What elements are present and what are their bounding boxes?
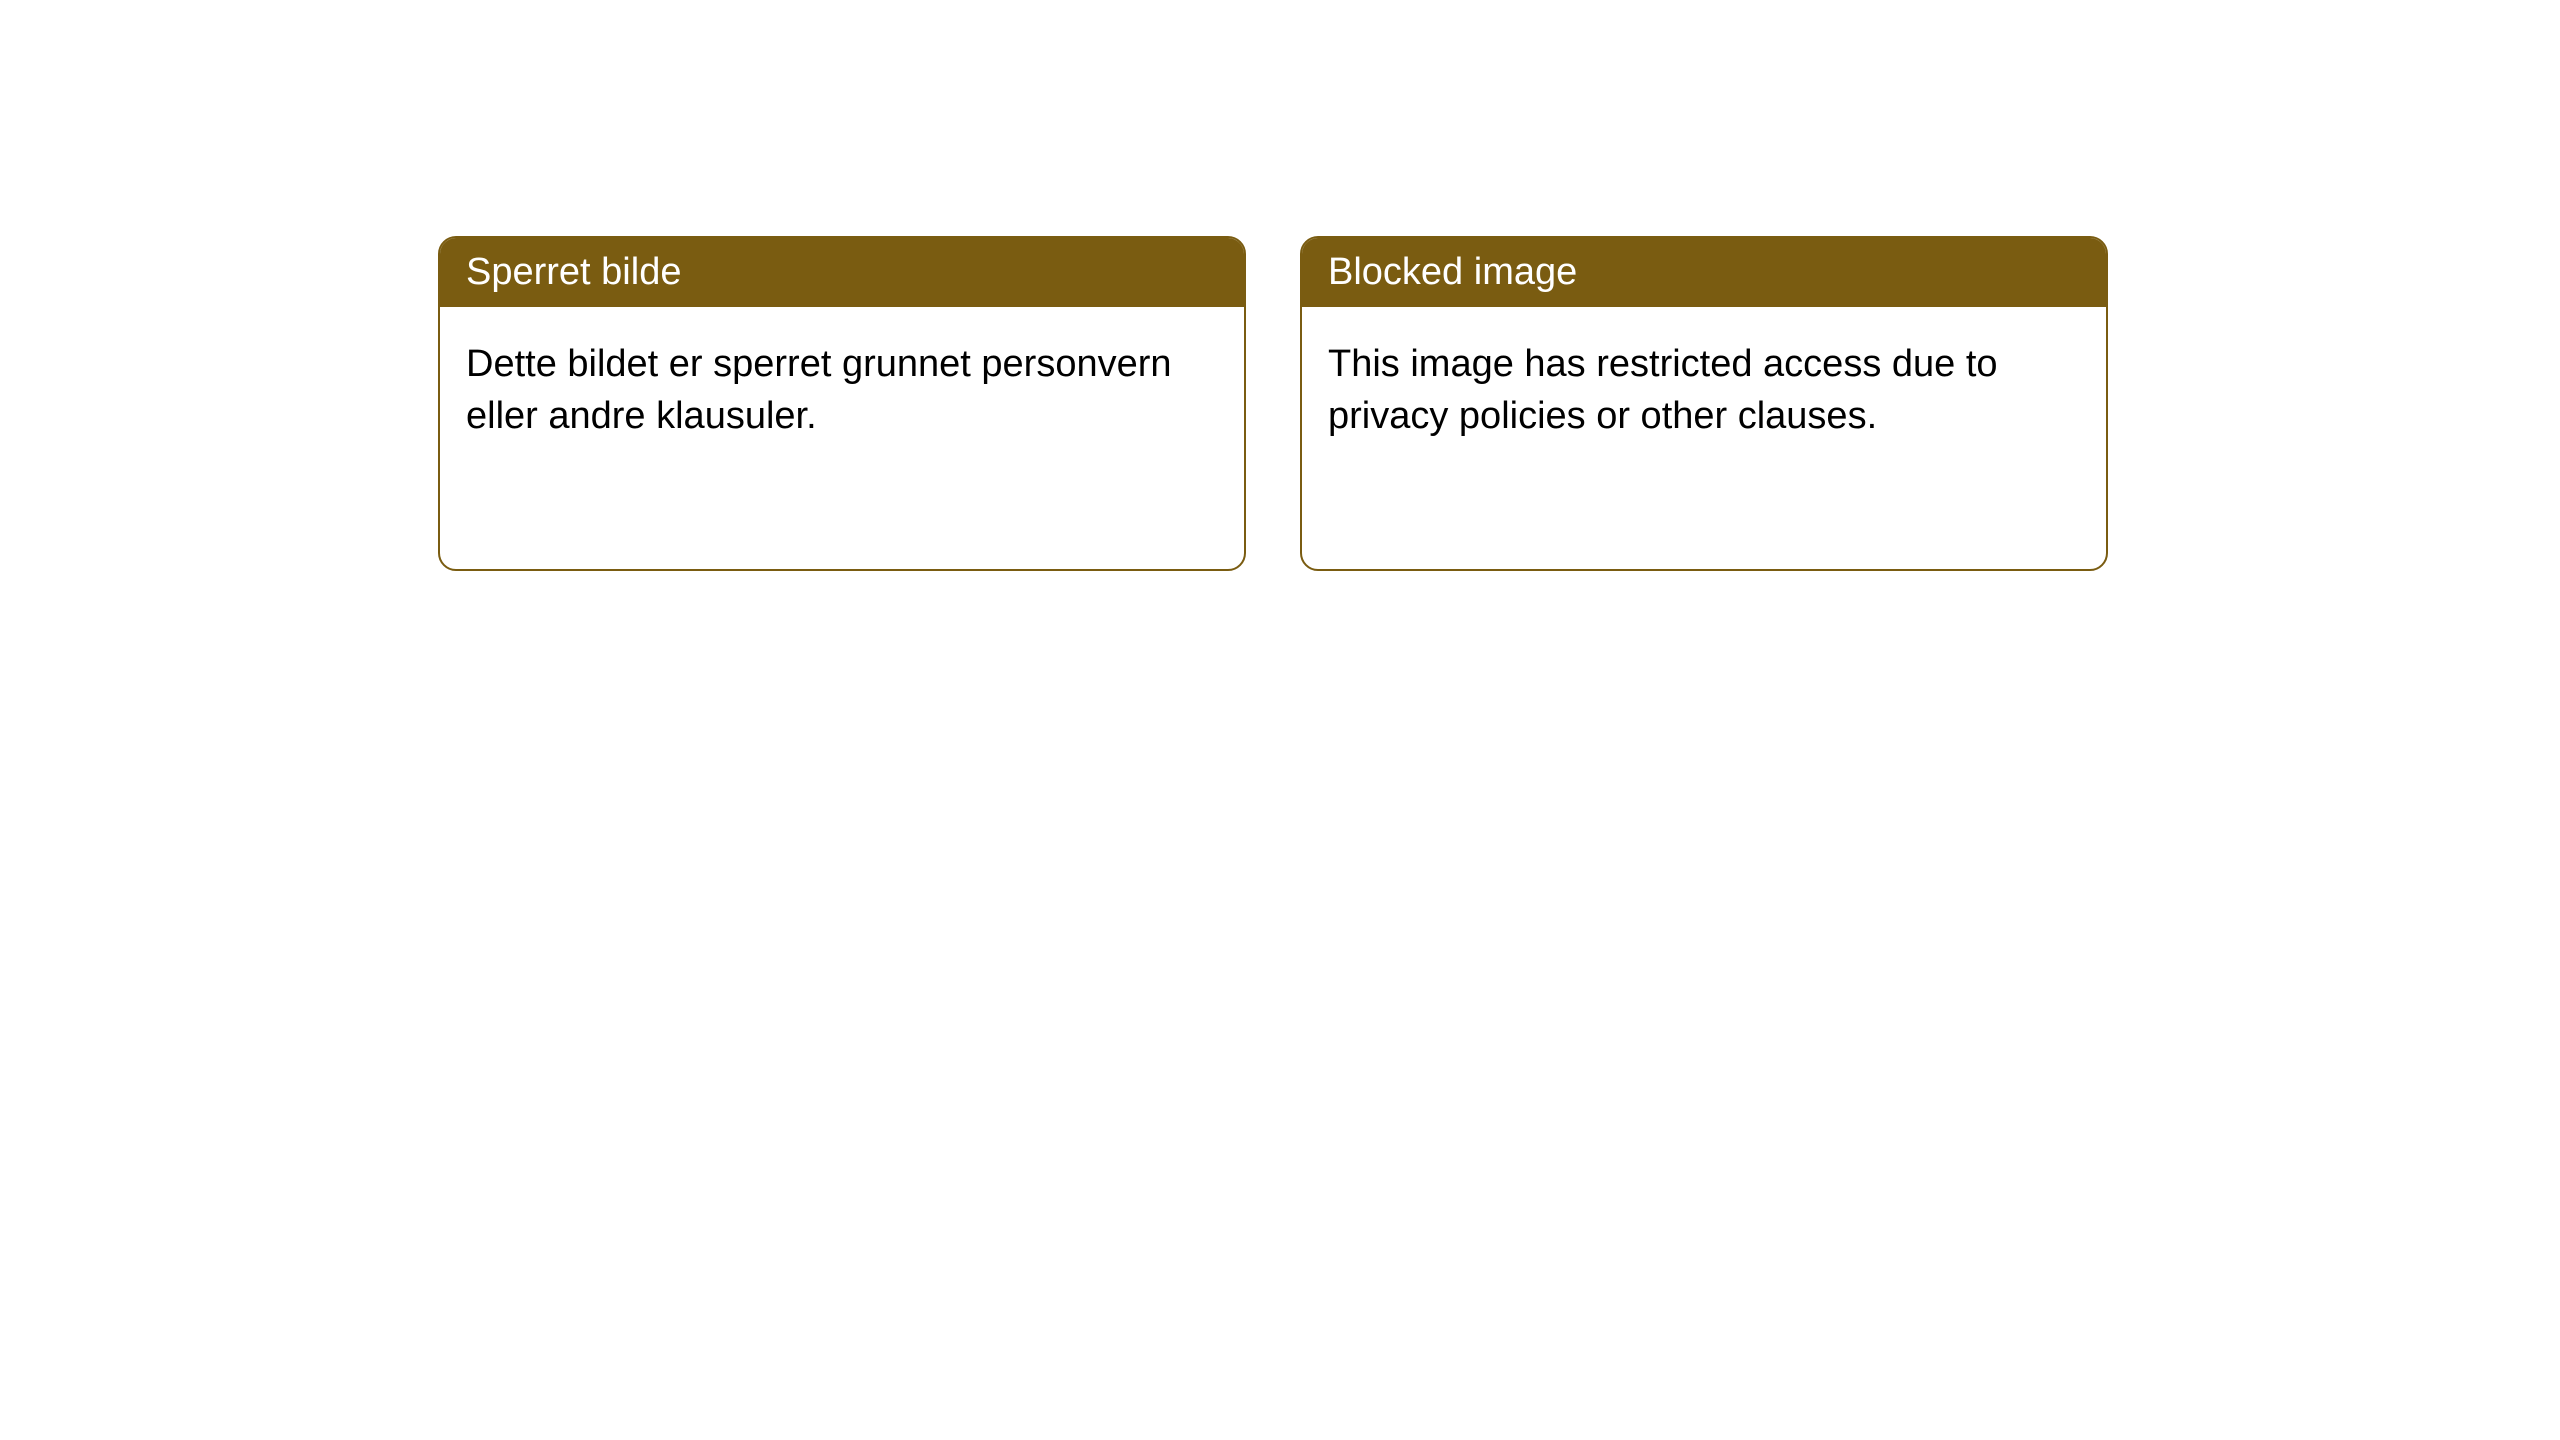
notice-header-en: Blocked image (1302, 238, 2106, 307)
notice-header-no: Sperret bilde (440, 238, 1244, 307)
notice-body-en: This image has restricted access due to … (1302, 307, 2106, 569)
notice-body-no: Dette bildet er sperret grunnet personve… (440, 307, 1244, 569)
notice-card-en: Blocked image This image has restricted … (1300, 236, 2108, 571)
notice-container: Sperret bilde Dette bildet er sperret gr… (0, 0, 2560, 571)
notice-card-no: Sperret bilde Dette bildet er sperret gr… (438, 236, 1246, 571)
